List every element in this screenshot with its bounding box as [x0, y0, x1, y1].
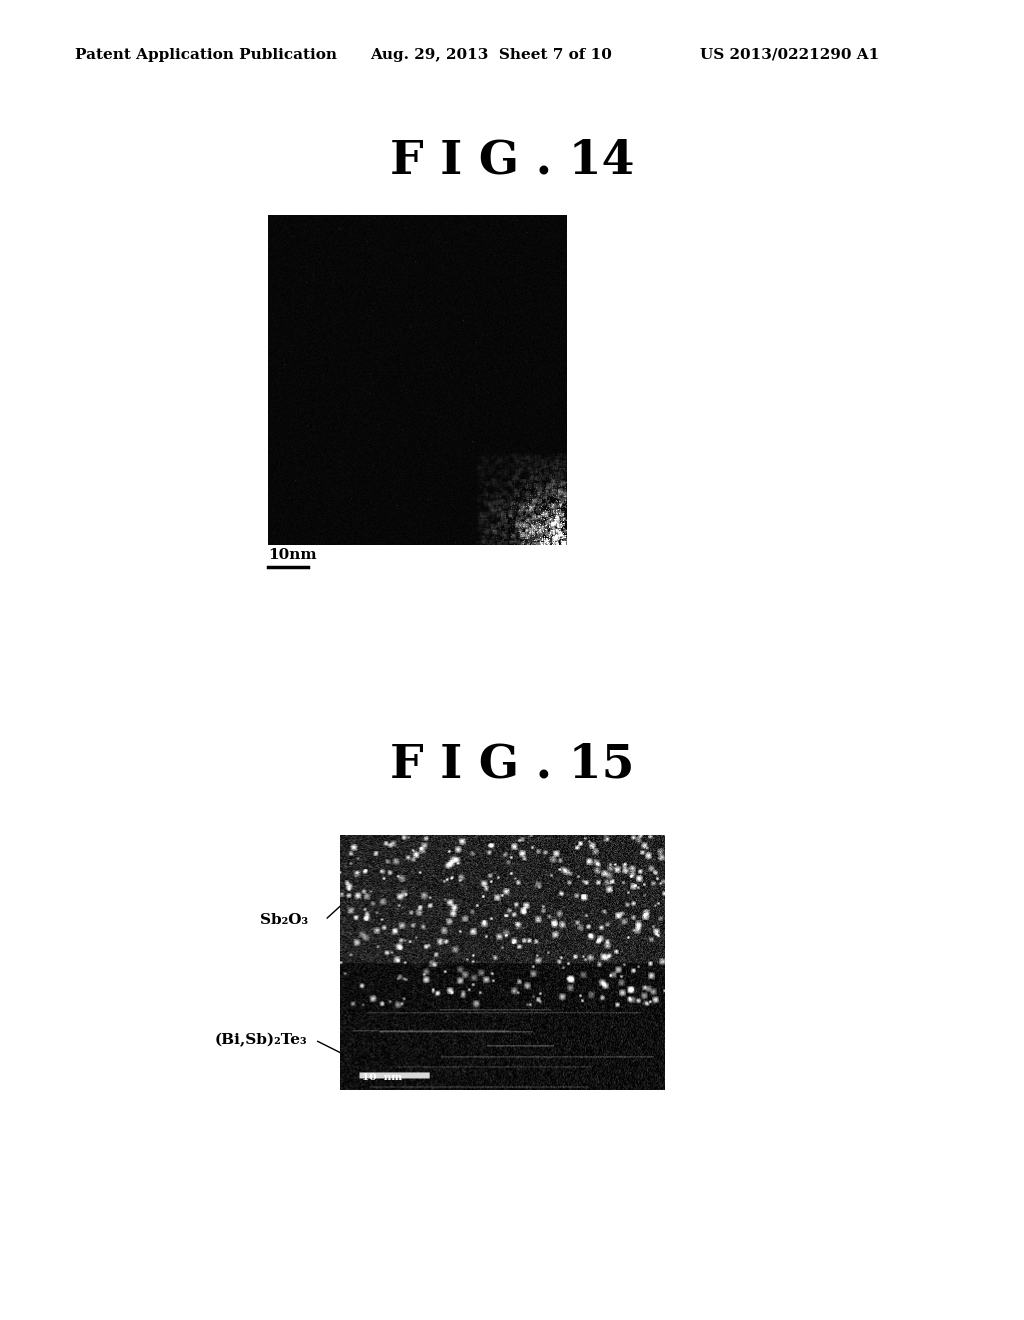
Text: F I G . 15: F I G . 15 [390, 742, 634, 788]
Text: 10  nm: 10 nm [362, 1073, 402, 1082]
Text: (Bi,Sb)₂Te₃: (Bi,Sb)₂Te₃ [215, 1032, 307, 1047]
Text: US 2013/0221290 A1: US 2013/0221290 A1 [700, 48, 880, 62]
Text: Patent Application Publication: Patent Application Publication [75, 48, 337, 62]
Text: 10nm: 10nm [268, 548, 316, 562]
Text: Sb₂O₃: Sb₂O₃ [260, 913, 308, 927]
Text: F I G . 14: F I G . 14 [390, 137, 634, 183]
Text: Aug. 29, 2013  Sheet 7 of 10: Aug. 29, 2013 Sheet 7 of 10 [370, 48, 612, 62]
